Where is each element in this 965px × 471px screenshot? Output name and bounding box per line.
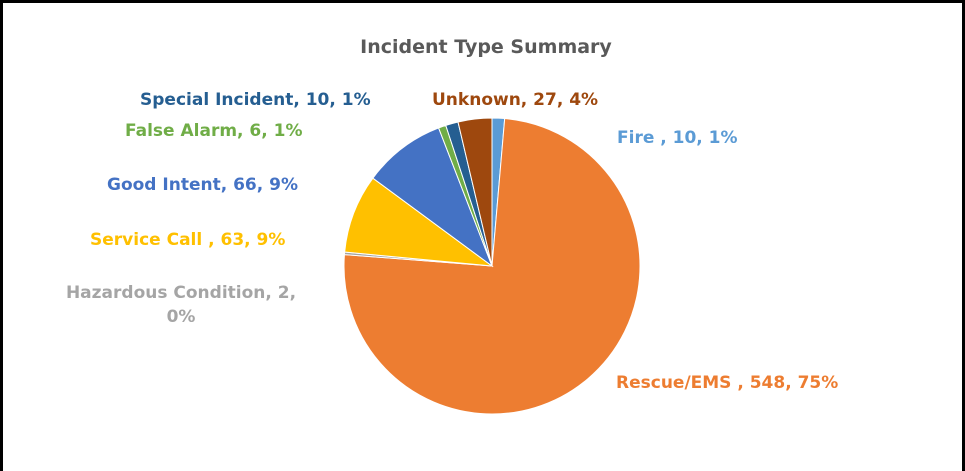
data-label: Rescue/EMS , 548, 75%	[616, 373, 839, 393]
data-label: Good Intent, 66, 9%	[107, 175, 298, 195]
data-label: Hazardous Condition, 2, 0%	[65, 283, 297, 327]
data-label: Fire , 10, 1%	[617, 128, 738, 148]
data-label: Special Incident, 10, 1%	[140, 90, 371, 110]
data-label: False Alarm, 6, 1%	[125, 121, 303, 141]
chart-title: Incident Type Summary	[360, 36, 612, 58]
pie-slice	[372, 127, 494, 268]
pie-slice	[457, 117, 493, 267]
data-label: Unknown, 27, 4%	[432, 90, 599, 110]
data-label: Service Call , 63, 9%	[90, 230, 286, 250]
